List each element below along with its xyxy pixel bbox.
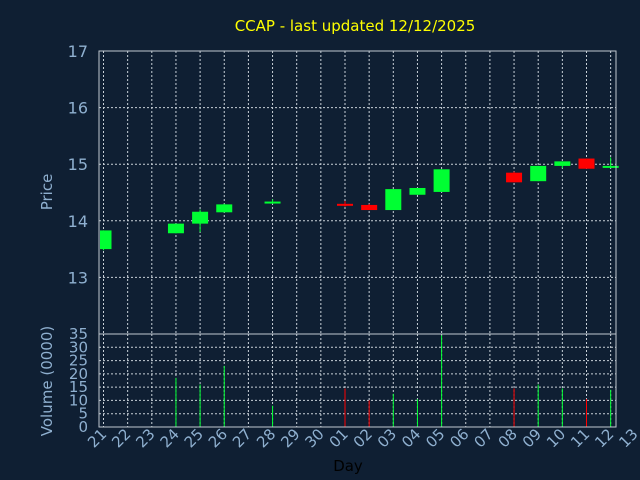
candle-21 [100, 230, 112, 251]
candle-body [100, 230, 112, 250]
candle-01 [337, 200, 353, 207]
candle-11 [578, 158, 595, 169]
x-tick-label: 29 [277, 425, 303, 451]
candle-body [578, 158, 595, 169]
volume-y-tick-label: 35 [69, 325, 88, 343]
candle-24 [167, 223, 184, 234]
candle-10 [554, 161, 571, 169]
candle-body [337, 203, 353, 206]
candle-body [192, 211, 209, 224]
x-tick-label: 09 [519, 425, 545, 451]
volume-plot-frame [98, 333, 617, 428]
candle-body [433, 169, 450, 192]
x-tick-label: 27 [229, 425, 255, 451]
price-y-tick-label: 15 [68, 155, 88, 174]
candle-03 [385, 189, 402, 211]
x-axis-label: Day [333, 457, 363, 475]
candle-body [554, 161, 571, 166]
candle-02 [361, 203, 378, 211]
volume-y-tick-label: 30 [69, 338, 88, 356]
price-y-ticks: 13 14 15 16 17 [68, 42, 88, 287]
x-tick-label: 25 [181, 425, 207, 451]
price-y-axis-label: Price [38, 174, 56, 211]
candle-body [602, 165, 619, 168]
volume-y-tick-label: 10 [69, 391, 88, 409]
x-tick-label: 12 [591, 425, 617, 451]
price-y-tick-label: 14 [68, 212, 88, 231]
x-tick-label: 05 [422, 425, 448, 451]
volume-y-tick-label: 20 [69, 365, 88, 383]
candle-12 [602, 157, 619, 169]
x-tick-label: 04 [398, 425, 424, 451]
x-tick-label: 06 [446, 425, 472, 451]
x-tick-label: 07 [470, 425, 496, 451]
candle-body [530, 165, 547, 182]
x-tick-label: 13 [615, 425, 640, 451]
candle-body [167, 223, 184, 234]
candle-09 [530, 165, 547, 182]
candle-body [264, 201, 281, 204]
candle-04 [409, 187, 426, 195]
x-tick-label: 11 [567, 425, 593, 451]
volume-y-tick-label: 5 [78, 405, 88, 423]
candle-05 [433, 169, 450, 192]
price-y-tick-label: 17 [68, 42, 88, 61]
price-y-tick-label: 13 [68, 268, 88, 287]
price-grid [99, 51, 616, 334]
x-tick-label: 30 [301, 425, 327, 451]
x-ticks: 2122232425262728293001020304050607080910… [84, 425, 640, 451]
candle-body [506, 172, 523, 183]
x-tick-label: 23 [132, 425, 158, 451]
x-tick-label: 28 [253, 425, 279, 451]
x-tick-label: 10 [543, 425, 569, 451]
candle-body [409, 187, 426, 195]
x-tick-label: 03 [374, 425, 400, 451]
x-tick-label: 02 [350, 425, 376, 451]
volume-y-tick-label: 0 [78, 418, 88, 436]
x-tick-label: 01 [326, 425, 352, 451]
price-candles [100, 157, 619, 251]
x-tick-label: 26 [205, 425, 231, 451]
x-tick-label: 24 [157, 425, 183, 451]
volume-y-tick-label: 25 [69, 352, 88, 370]
volume-bars [175, 335, 612, 427]
x-tick-label: 08 [495, 425, 521, 451]
price-y-tick-label: 16 [68, 99, 88, 118]
candle-28 [264, 199, 281, 204]
candle-body [361, 204, 378, 211]
candle-08 [506, 171, 523, 183]
candle-26 [216, 203, 233, 213]
chart-title: CCAP - last updated 12/12/2025 [235, 17, 476, 35]
candle-body [385, 189, 402, 211]
candle-25 [192, 209, 209, 233]
x-tick-label: 22 [108, 425, 134, 451]
volume-y-tick-label: 15 [69, 378, 88, 396]
x-tick-label: 21 [84, 425, 110, 451]
volume-y-axis-label: Volume (0000) [38, 326, 56, 436]
candle-body [216, 204, 233, 213]
